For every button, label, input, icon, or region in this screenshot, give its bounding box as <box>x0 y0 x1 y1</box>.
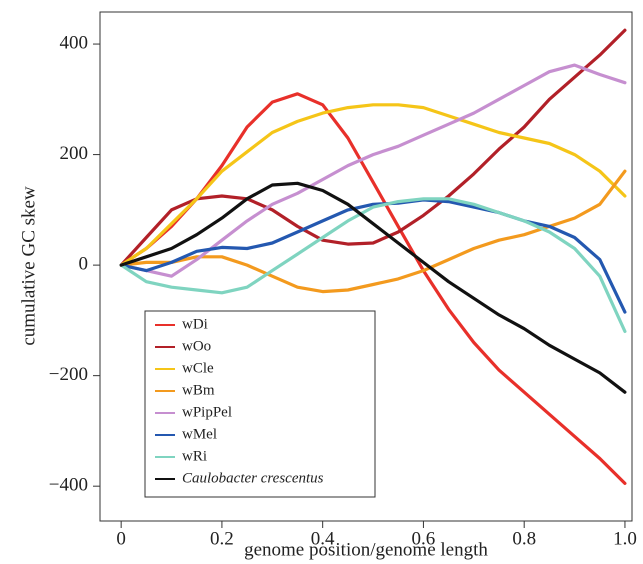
legend-label: wRi <box>182 448 207 464</box>
series-line <box>119 28 627 267</box>
y-tick-label: −400 <box>49 475 88 496</box>
x-axis-label: genome position/genome length <box>244 539 488 560</box>
legend-label: Caulobacter crescentus <box>182 470 324 486</box>
plot-frame <box>99 11 633 522</box>
legend-label: wOo <box>182 338 211 354</box>
series-line <box>119 198 627 314</box>
series-line <box>119 197 627 333</box>
y-axis-label: cumulative GC skew <box>18 186 39 346</box>
legend-box <box>144 310 376 498</box>
legend-label: wMel <box>182 426 217 442</box>
y-tick-label: −200 <box>49 364 88 385</box>
series-line <box>119 63 627 278</box>
x-tick-label: 0.2 <box>210 528 234 549</box>
x-tick-label: 0.8 <box>512 528 536 549</box>
y-tick-label: 400 <box>60 32 89 53</box>
x-tick-label: 0.6 <box>412 528 436 549</box>
x-tick-label: 0.4 <box>311 528 335 549</box>
x-tick-label: 0 <box>116 528 126 549</box>
x-tick-label: 1.0 <box>613 528 637 549</box>
y-tick-label: 200 <box>60 143 89 164</box>
series-line <box>119 181 627 394</box>
y-tick-label: 0 <box>79 253 89 274</box>
legend-label: wBm <box>182 382 215 398</box>
legend-label: wDi <box>182 316 208 332</box>
legend-label: wCle <box>182 360 214 376</box>
legend-label: wPipPel <box>182 404 232 420</box>
series-line <box>119 103 627 267</box>
